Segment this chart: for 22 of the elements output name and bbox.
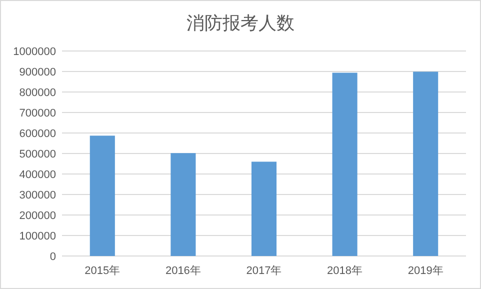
bar	[332, 72, 358, 256]
y-tick-label: 600000	[19, 128, 56, 140]
y-tick-label: 400000	[19, 169, 56, 181]
bar	[413, 72, 438, 256]
y-tick-label: 1000000	[13, 46, 56, 58]
y-tick-label: 200000	[19, 210, 56, 222]
y-tick-label: 800000	[19, 87, 56, 99]
x-tick-label: 2018年	[327, 265, 363, 277]
x-tick-label: 2019年	[408, 265, 444, 277]
chart-title: 消防报考人数	[186, 13, 294, 33]
y-tick-label: 900000	[19, 66, 56, 78]
bar	[90, 136, 115, 256]
x-tick-label: 2016年	[165, 265, 201, 277]
bar	[251, 162, 277, 256]
y-tick-label: 300000	[19, 190, 56, 202]
y-tick-label: 700000	[19, 108, 56, 120]
y-tick-label: 100000	[19, 230, 56, 242]
y-tick-label: 500000	[19, 148, 56, 160]
y-tick-label: 0	[50, 251, 56, 263]
x-tick-label: 2017年	[246, 265, 282, 277]
bar	[170, 153, 196, 256]
x-tick-label: 2015年	[84, 265, 120, 277]
